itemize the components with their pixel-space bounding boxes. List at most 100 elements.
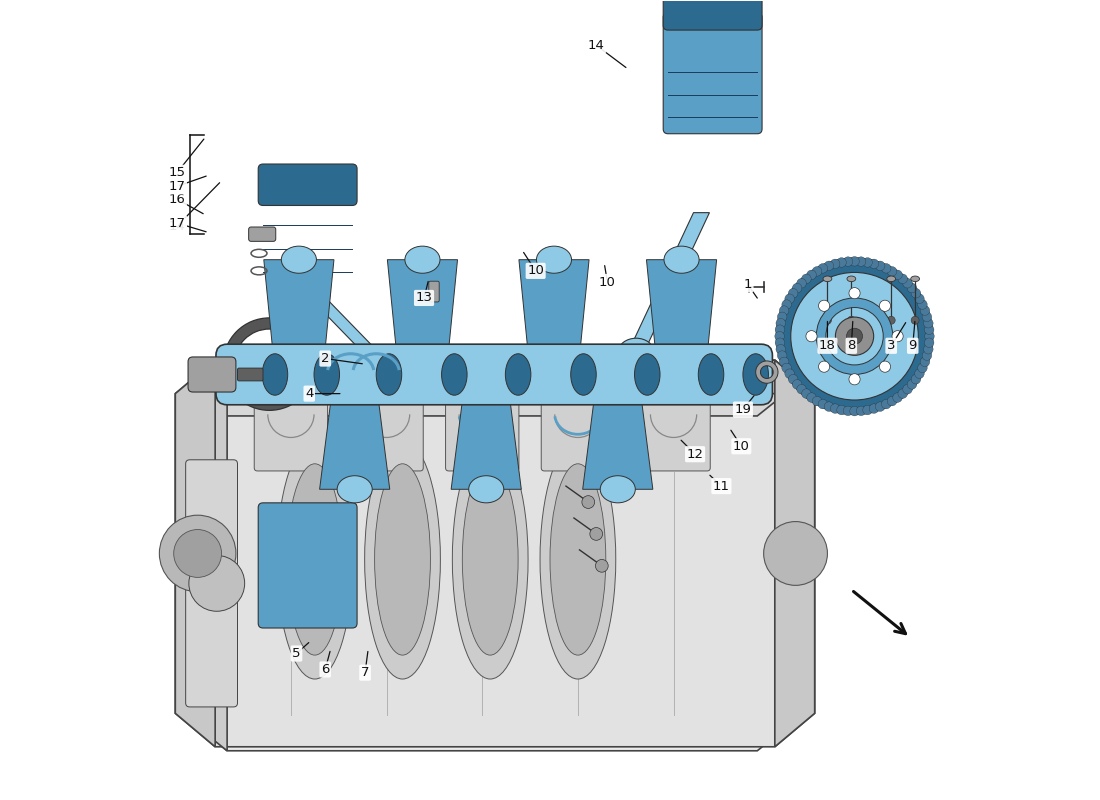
Circle shape — [812, 266, 822, 276]
Ellipse shape — [462, 464, 518, 655]
Ellipse shape — [911, 276, 920, 282]
Text: 14: 14 — [587, 38, 605, 52]
Circle shape — [847, 328, 862, 344]
Circle shape — [917, 300, 927, 310]
Circle shape — [189, 555, 244, 611]
Circle shape — [774, 331, 784, 341]
FancyBboxPatch shape — [446, 357, 519, 471]
Ellipse shape — [537, 246, 572, 274]
Circle shape — [869, 404, 879, 414]
Circle shape — [785, 369, 794, 378]
Circle shape — [590, 527, 603, 540]
Text: 17: 17 — [168, 217, 186, 230]
Ellipse shape — [664, 246, 700, 274]
Ellipse shape — [742, 354, 769, 395]
Polygon shape — [451, 389, 521, 490]
Ellipse shape — [405, 246, 440, 274]
Text: 11: 11 — [713, 479, 730, 493]
Polygon shape — [647, 260, 716, 389]
Ellipse shape — [847, 276, 856, 282]
Circle shape — [802, 389, 811, 398]
FancyBboxPatch shape — [249, 227, 276, 242]
Text: 7: 7 — [361, 666, 370, 679]
Circle shape — [582, 496, 595, 509]
Circle shape — [830, 404, 840, 414]
Circle shape — [849, 374, 860, 385]
Circle shape — [777, 258, 933, 414]
Circle shape — [924, 338, 934, 347]
Circle shape — [818, 361, 829, 372]
Circle shape — [915, 369, 924, 378]
FancyBboxPatch shape — [663, 0, 762, 30]
FancyBboxPatch shape — [216, 344, 772, 405]
Circle shape — [818, 399, 827, 409]
FancyBboxPatch shape — [541, 357, 615, 471]
Ellipse shape — [698, 354, 724, 395]
Ellipse shape — [277, 440, 353, 679]
Text: 9: 9 — [909, 339, 917, 352]
Text: 8: 8 — [847, 339, 856, 352]
Circle shape — [791, 273, 918, 400]
Circle shape — [849, 287, 860, 298]
Circle shape — [911, 316, 920, 324]
Ellipse shape — [823, 276, 832, 282]
FancyBboxPatch shape — [188, 357, 235, 392]
Circle shape — [921, 357, 929, 366]
Circle shape — [778, 351, 786, 361]
Polygon shape — [175, 360, 216, 746]
Circle shape — [925, 331, 934, 341]
Text: 3: 3 — [887, 339, 895, 352]
Circle shape — [908, 380, 916, 389]
Polygon shape — [320, 389, 389, 490]
Circle shape — [844, 406, 852, 416]
Circle shape — [778, 312, 786, 322]
Circle shape — [862, 258, 872, 267]
Ellipse shape — [295, 278, 330, 306]
Ellipse shape — [287, 464, 343, 655]
FancyBboxPatch shape — [663, 13, 762, 134]
Circle shape — [789, 374, 797, 384]
Ellipse shape — [376, 354, 402, 395]
Circle shape — [806, 270, 816, 280]
Circle shape — [924, 345, 933, 354]
Circle shape — [792, 283, 802, 293]
Circle shape — [776, 338, 784, 347]
Circle shape — [876, 261, 886, 270]
Polygon shape — [305, 292, 375, 348]
Text: 5: 5 — [293, 647, 300, 660]
Ellipse shape — [452, 440, 528, 679]
Circle shape — [782, 363, 791, 373]
Circle shape — [789, 289, 797, 298]
Circle shape — [898, 274, 907, 283]
Circle shape — [898, 389, 907, 398]
Circle shape — [174, 530, 221, 578]
Ellipse shape — [375, 464, 430, 655]
Circle shape — [850, 257, 859, 266]
Text: 1: 1 — [744, 278, 752, 291]
FancyBboxPatch shape — [350, 357, 424, 471]
Circle shape — [856, 257, 866, 266]
Polygon shape — [187, 384, 797, 416]
Text: 12: 12 — [686, 448, 704, 461]
Circle shape — [763, 522, 827, 586]
Ellipse shape — [887, 276, 895, 282]
Polygon shape — [387, 260, 458, 389]
Ellipse shape — [314, 354, 340, 395]
Circle shape — [921, 306, 929, 315]
Text: 10: 10 — [527, 264, 544, 278]
Ellipse shape — [469, 476, 504, 503]
Polygon shape — [583, 389, 652, 490]
Circle shape — [818, 300, 829, 311]
Circle shape — [595, 559, 608, 572]
Circle shape — [856, 406, 866, 416]
Text: 10: 10 — [733, 440, 750, 453]
Polygon shape — [774, 360, 815, 746]
Circle shape — [792, 380, 802, 389]
Circle shape — [893, 393, 902, 402]
Circle shape — [924, 318, 933, 328]
Text: © www.epcdata.it: © www.epcdata.it — [409, 370, 691, 398]
Circle shape — [915, 294, 924, 303]
Text: © www.epcdata.it: © www.epcdata.it — [437, 486, 663, 506]
Circle shape — [824, 316, 832, 324]
Ellipse shape — [505, 354, 531, 395]
